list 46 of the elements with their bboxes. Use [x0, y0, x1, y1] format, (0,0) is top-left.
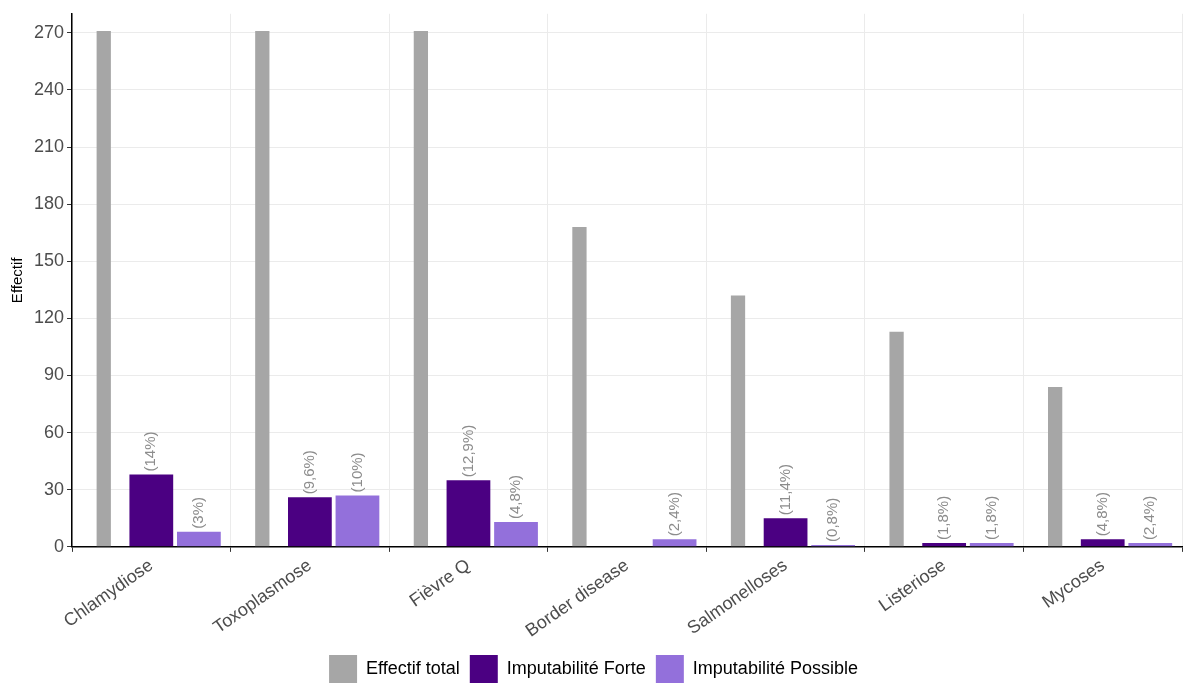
annotation: (3%) [189, 496, 207, 529]
bar [446, 480, 491, 547]
bar [96, 30, 111, 547]
bar [889, 331, 904, 547]
bar [288, 497, 332, 547]
y-tick-label: 210 [33, 136, 65, 157]
legend-label: Imputabilité Forte [506, 657, 646, 678]
annotation: (4,8%) [1092, 492, 1110, 537]
y-tick-label: 240 [33, 78, 65, 99]
annotation: (10%) [347, 452, 365, 493]
annotation: (1,8%) [934, 495, 952, 541]
y-axis-title: Effectif [8, 256, 26, 304]
bar [413, 30, 429, 547]
legend-label: Imputabilité Possible [692, 657, 858, 678]
annotation: (4,8%) [506, 474, 524, 520]
y-tick-label: 0 [54, 535, 65, 556]
annotation: (1,8%) [981, 495, 999, 541]
bar [922, 543, 967, 547]
annotation: (0,8%) [823, 497, 841, 542]
y-tick-label: 60 [44, 421, 65, 442]
annotation: (2,4%) [664, 492, 682, 537]
y-tick-label: 30 [44, 478, 65, 499]
bar [763, 518, 808, 547]
bar [1128, 543, 1173, 547]
bar [652, 539, 697, 547]
bar [494, 522, 538, 547]
annotation: (11,4%) [775, 463, 793, 516]
y-tick-label: 270 [33, 21, 65, 42]
y-tick-label: 180 [33, 193, 65, 214]
bar [730, 295, 746, 547]
annotation: (2,4%) [1140, 495, 1158, 541]
bar [572, 227, 587, 547]
y-tick-label: 150 [33, 250, 65, 271]
bar [969, 543, 1014, 547]
legend-label: Effectif total [366, 657, 460, 678]
annotation: (12,9%) [458, 424, 476, 478]
bar [335, 495, 380, 547]
y-tick-label: 90 [44, 364, 65, 385]
bar [177, 531, 221, 547]
bar [1048, 386, 1063, 547]
y-tick-label: 120 [33, 307, 65, 328]
bar [129, 474, 174, 547]
bar [1080, 539, 1125, 547]
annotation: (9,6%) [300, 450, 318, 495]
bar [255, 30, 270, 547]
annotation: (14%) [141, 431, 159, 472]
